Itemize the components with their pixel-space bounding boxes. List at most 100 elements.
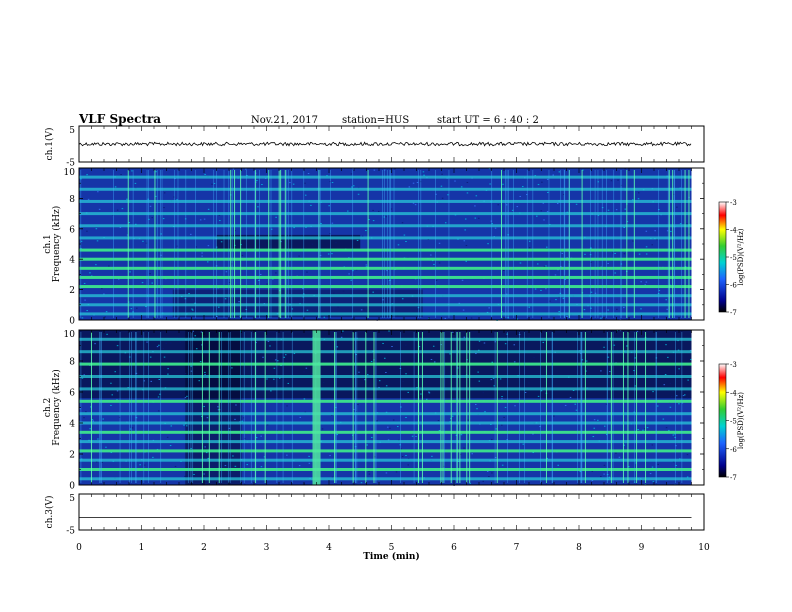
noise-pixel [528,240,531,242]
noise-pixel [108,265,110,267]
noise-pixel [146,341,148,343]
noise-pixel [347,210,349,212]
colorbar [718,201,727,313]
noise-pixel [681,402,684,404]
noise-pixel [308,455,310,457]
noise-pixel [619,318,622,320]
noise-pixel [646,427,649,429]
noise-pixel [350,279,352,281]
noise-pixel [274,359,277,361]
noise-pixel [110,404,112,406]
noise-pixel [619,335,622,337]
noise-pixel [651,466,654,468]
noise-pixel [623,253,626,255]
noise-pixel [382,299,384,301]
noise-pixel [654,230,656,232]
noise-pixel [562,194,565,196]
noise-pixel [262,306,265,308]
noise-pixel [418,346,421,348]
noise-pixel [428,392,431,394]
noise-pixel [176,245,179,247]
noise-pixel [81,377,84,379]
axis-label-y: ch.1(V) [44,128,55,161]
noise-pixel [636,330,639,332]
colorbar-tick-label: -5 [730,418,737,426]
noise-pixel [672,461,675,463]
emission-band [79,212,692,216]
noise-pixel [678,368,680,370]
noise-pixel [163,192,166,194]
noise-pixel [205,452,208,454]
noise-pixel [400,448,402,450]
noise-pixel [145,306,147,308]
noise-pixel [686,476,689,478]
noise-pixel [383,169,386,171]
noise-pixel [478,217,480,219]
noise-pixel [679,223,682,225]
emission-band [79,337,692,341]
noise-pixel [672,434,675,436]
noise-pixel [457,367,459,369]
noise-pixel [157,410,160,412]
noise-pixel [397,426,399,428]
noise-pixel [270,228,273,230]
noise-pixel [348,273,350,275]
noise-pixel [368,219,370,221]
noise-pixel [484,411,486,413]
noise-pixel [89,428,91,430]
noise-pixel [590,261,592,263]
emission-band [79,275,692,279]
noise-pixel [624,208,627,210]
noise-pixel [156,346,159,348]
y-tick-label: 2 [69,451,75,461]
noise-pixel [126,234,129,236]
noise-pixel [583,309,586,311]
noise-pixel [619,330,622,332]
noise-pixel [231,367,233,369]
noise-pixel [193,473,195,475]
noise-pixel [307,173,310,175]
plot-area [79,494,704,530]
noise-pixel [293,227,295,229]
noise-pixel [105,311,108,313]
noise-pixel [385,385,388,387]
noise-pixel [666,308,668,310]
noise-pixel [373,456,376,458]
noise-pixel [387,426,389,428]
noise-pixel [94,343,96,345]
noise-pixel [139,464,141,466]
noise-pixel [287,382,290,384]
noise-pixel [501,464,504,466]
noise-pixel [233,416,235,418]
noise-pixel [491,472,493,474]
noise-pixel [638,253,641,255]
noise-pixel [476,408,478,410]
noise-pixel [532,451,534,453]
noise-pixel [306,309,309,311]
emission-band [79,412,692,416]
noise-pixel [157,396,160,398]
noise-pixel [645,230,648,232]
colorbar-tick-label: -3 [730,199,737,207]
noise-pixel [613,344,616,346]
noise-pixel [188,293,190,295]
noise-pixel [640,281,642,283]
noise-pixel [231,263,233,265]
noise-pixel [482,392,484,394]
y-tick-label: 10 [64,330,76,340]
figure-title: VLF Spectra [79,112,162,126]
noise-pixel [651,244,653,246]
noise-pixel [392,419,395,421]
noise-pixel [372,220,375,222]
noise-pixel [395,471,398,473]
noise-pixel [514,405,516,407]
noise-pixel [516,318,519,320]
noise-pixel [238,301,240,303]
noise-pixel [574,403,577,405]
noise-pixel [441,197,444,199]
noise-pixel [616,308,618,310]
noise-pixel [533,357,535,359]
noise-pixel [475,195,478,197]
noise-pixel [260,435,262,437]
noise-pixel [311,243,314,245]
